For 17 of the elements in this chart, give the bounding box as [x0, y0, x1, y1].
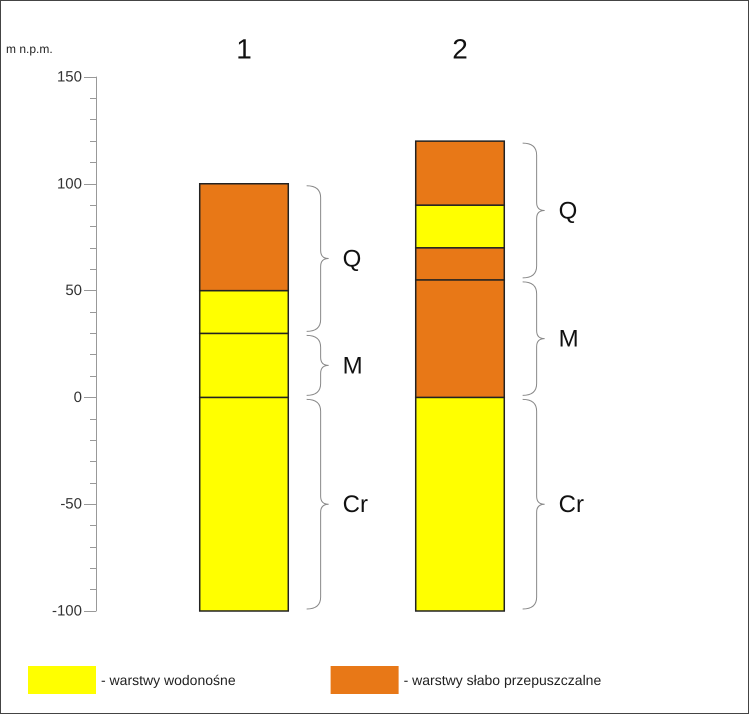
legend-label: - warstwy słabo przepuszczalne — [404, 672, 602, 688]
annotation: Cr — [342, 491, 368, 518]
annotation: M — [342, 352, 363, 380]
y-axis-title: m n.p.m. — [6, 42, 53, 56]
x-tick-label: 1 — [236, 34, 252, 64]
x-tick-label: 2 — [452, 34, 468, 64]
y-tick-label: -50 — [60, 496, 82, 513]
y-tick-label: 0 — [74, 388, 82, 406]
y-tick-label: 100 — [56, 175, 82, 192]
annotation: Q — [558, 198, 578, 224]
legend-label: - warstwy wodonośne — [101, 672, 236, 688]
y-tick-label: -100 — [52, 602, 82, 620]
annotation: Q — [342, 246, 362, 273]
annotation: M — [558, 326, 579, 353]
y-tick-label: 150 — [56, 68, 82, 86]
annotation: Cr — [558, 491, 584, 518]
y-tick-label: 50 — [65, 282, 82, 300]
